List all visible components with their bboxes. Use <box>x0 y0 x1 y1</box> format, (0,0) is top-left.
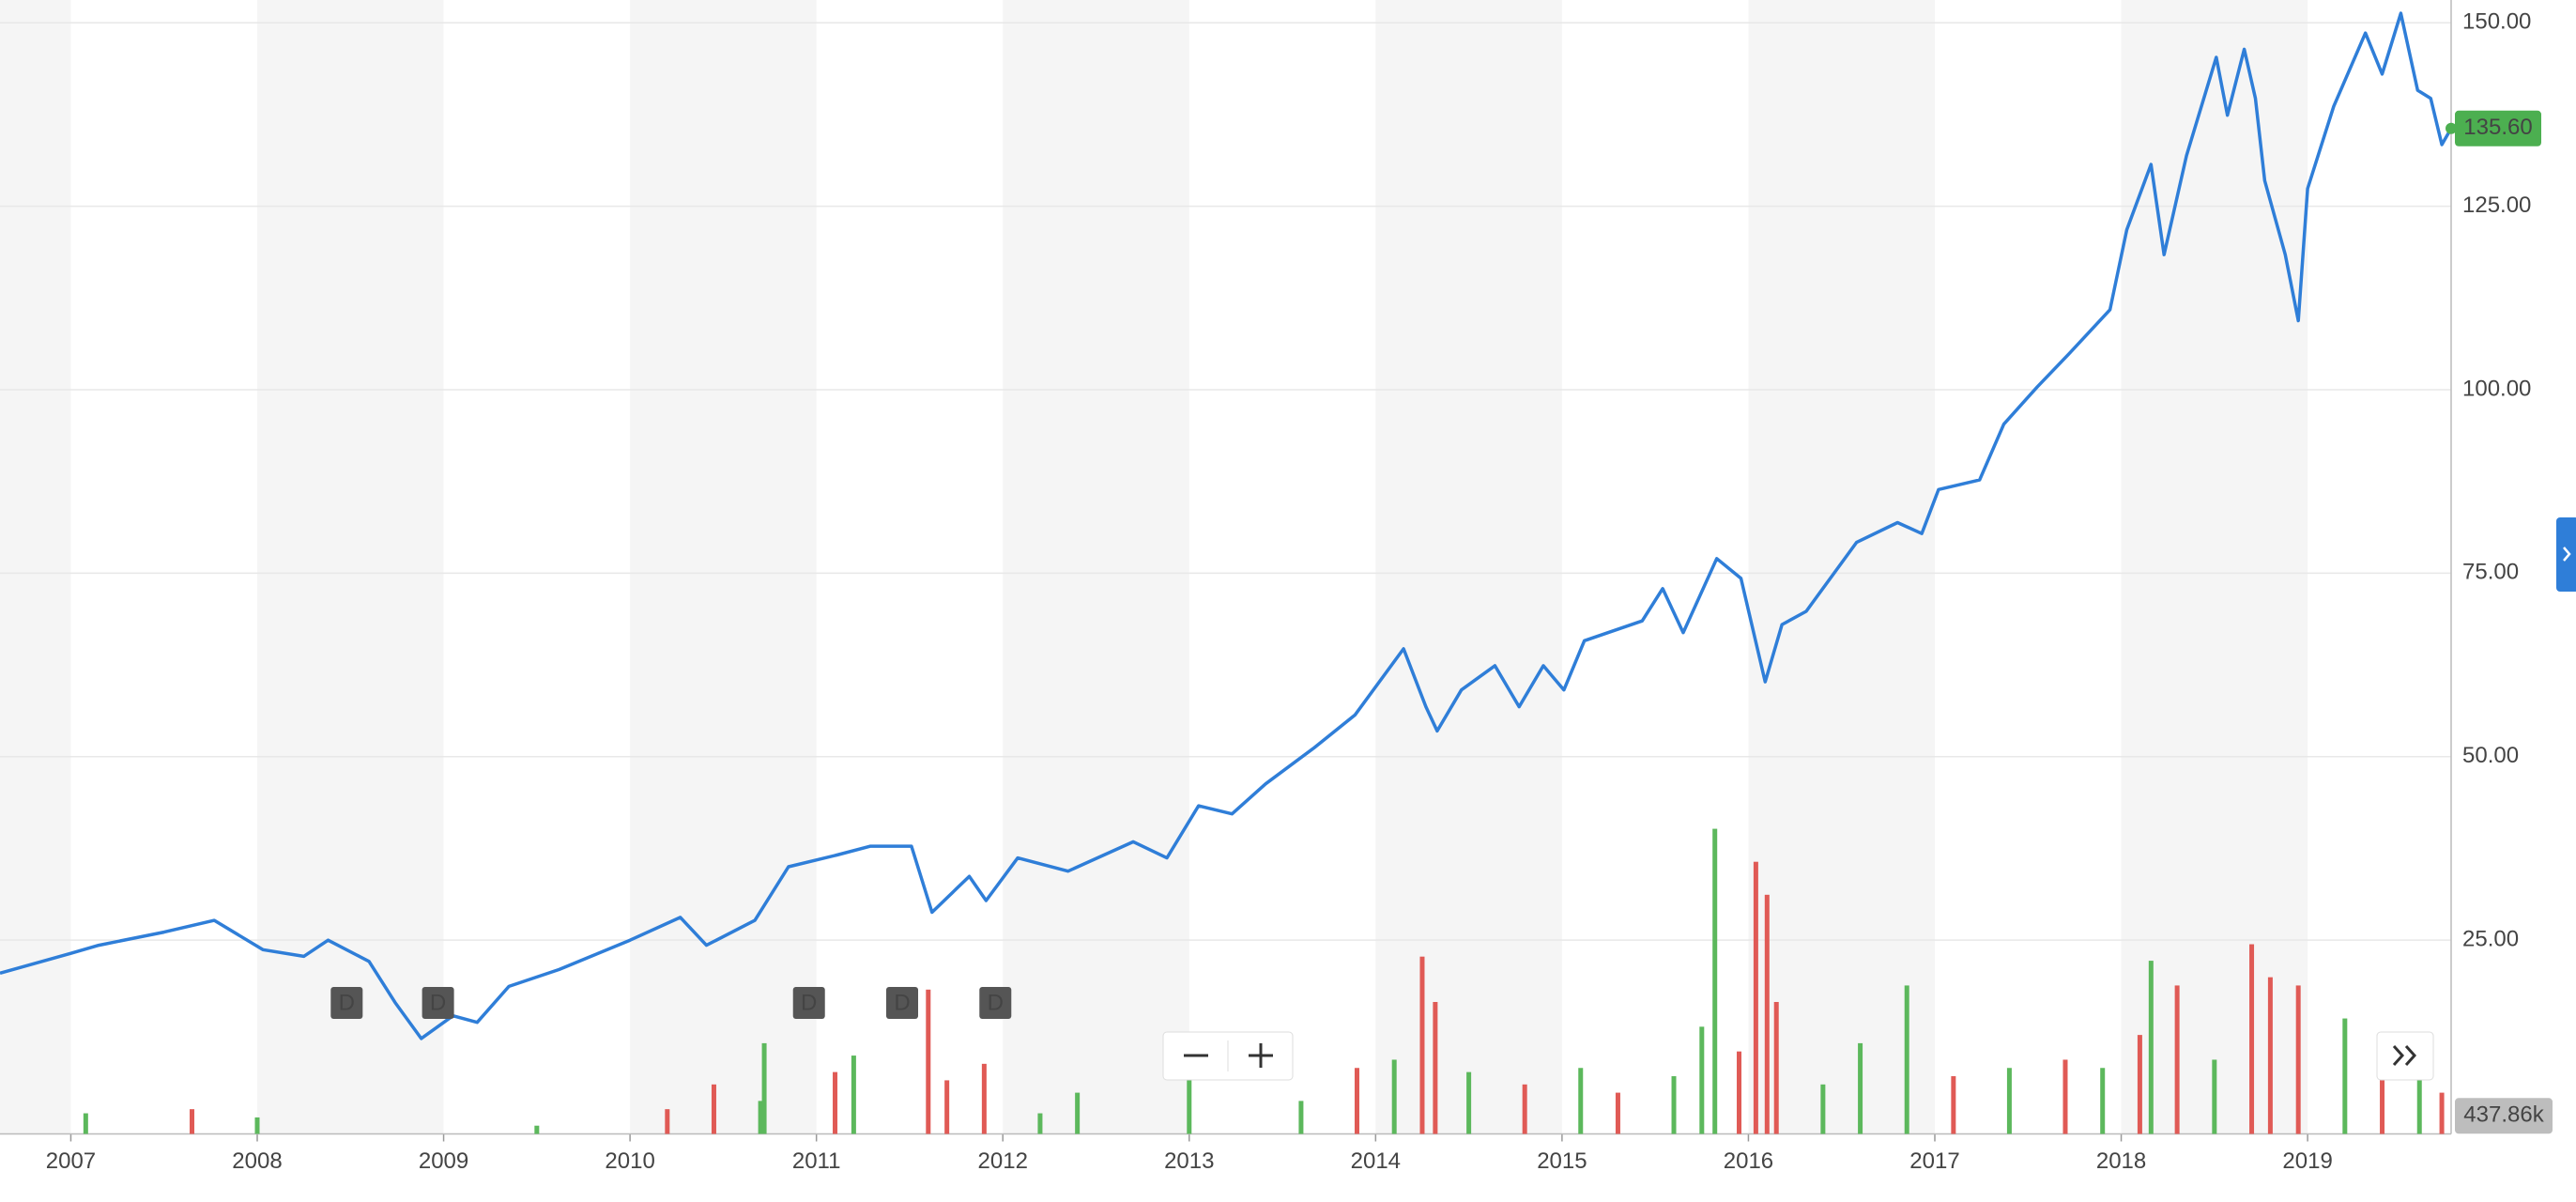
volume-bar <box>2439 1092 2445 1134</box>
volume-bar <box>1522 1084 1527 1134</box>
price-line <box>0 11 2453 1040</box>
dividend-label: D <box>430 990 446 1015</box>
dividend-label: D <box>339 990 355 1015</box>
volume-bar <box>2174 985 2180 1134</box>
volume-bar <box>851 1056 856 1134</box>
x-tick-label: 2012 <box>978 1148 1028 1174</box>
volume-bar <box>665 1109 670 1134</box>
volume-bar <box>190 1109 195 1134</box>
volume-bar <box>1737 1051 1742 1134</box>
year-band <box>1003 0 1189 1134</box>
volume-bar <box>2267 977 2273 1134</box>
volume-bar <box>1419 956 1425 1134</box>
volume-bar <box>1773 1001 1779 1134</box>
volume-bar <box>2416 1076 2422 1134</box>
volume-bar <box>1858 1042 1863 1134</box>
volume-bar <box>833 1071 838 1134</box>
scroll-end-icon <box>2392 1044 2417 1067</box>
y-tick-label: 150.00 <box>2462 9 2531 35</box>
x-tick-label: 2010 <box>605 1148 654 1174</box>
volume-bar <box>1075 1092 1081 1134</box>
dividend-label: D <box>894 990 910 1015</box>
volume-bar <box>1904 985 1909 1134</box>
volume-bar <box>2148 961 2154 1134</box>
last-price-dot <box>2446 122 2457 134</box>
dividend-label: D <box>801 990 817 1015</box>
volume-bar <box>1615 1092 1620 1134</box>
zoom-in[interactable] <box>1249 1043 1273 1068</box>
volume-bar <box>2100 1068 2106 1134</box>
year-band <box>257 0 444 1134</box>
y-tick-label: 50.00 <box>2462 743 2519 768</box>
dividend-marker <box>330 987 363 1019</box>
x-tick-label: 2014 <box>1351 1148 1401 1174</box>
volume-bar <box>758 1101 763 1134</box>
x-tick-label: 2008 <box>232 1148 282 1174</box>
dividend-marker <box>422 987 454 1019</box>
x-tick-label: 2007 <box>46 1148 96 1174</box>
volume-bar <box>1466 1071 1472 1134</box>
volume-bar <box>1578 1068 1584 1134</box>
y-tick-label: 125.00 <box>2462 193 2531 218</box>
x-tick-label: 2015 <box>1537 1148 1587 1174</box>
volume-bar <box>711 1084 716 1134</box>
volume-bar <box>2380 1068 2385 1134</box>
dividend-marker <box>792 987 825 1019</box>
year-band <box>1375 0 1562 1134</box>
side-panel-tab[interactable] <box>2556 517 2576 592</box>
volume-bar <box>1037 1113 1043 1134</box>
volume-bar <box>1391 1059 1397 1134</box>
volume-bar <box>1753 861 1758 1134</box>
year-band <box>1748 0 1936 1134</box>
volume-bar <box>1298 1101 1304 1134</box>
x-tick-label: 2017 <box>1909 1148 1959 1174</box>
volume-bar <box>534 1125 540 1134</box>
volume-bar <box>1671 1076 1677 1134</box>
side-panel-icon <box>2563 547 2571 562</box>
volume-bar <box>981 1063 987 1134</box>
volume-bar <box>1712 828 1718 1134</box>
volume-bar <box>1951 1076 1956 1134</box>
volume-bar <box>944 1080 950 1134</box>
y-tick-label: 100.00 <box>2462 376 2531 401</box>
year-band <box>630 0 817 1134</box>
dividend-label: D <box>988 990 1004 1015</box>
volume-bar <box>2295 985 2301 1134</box>
last-price-label: 135.60 <box>2463 115 2532 140</box>
x-tick-label: 2013 <box>1164 1148 1214 1174</box>
last-price-tag <box>2455 110 2541 146</box>
dividend-marker <box>886 987 919 1019</box>
x-tick-label: 2018 <box>2096 1148 2146 1174</box>
volume-bar <box>2342 1018 2348 1134</box>
scroll-end-button[interactable] <box>2376 1031 2434 1081</box>
y-tick-label: 25.00 <box>2462 927 2519 952</box>
x-tick-label: 2019 <box>2282 1148 2332 1174</box>
year-band <box>0 0 71 1134</box>
x-tick-label: 2011 <box>792 1148 841 1174</box>
volume-bar <box>2137 1035 2142 1134</box>
volume-bar <box>1433 1001 1438 1134</box>
y-tick-label: 75.00 <box>2462 560 2519 585</box>
volume-bar <box>2249 944 2255 1134</box>
volume-bar <box>1764 894 1770 1134</box>
volume-bar <box>2212 1059 2217 1134</box>
year-band <box>2121 0 2308 1134</box>
last-volume-label: 437.86k <box>2463 1102 2544 1128</box>
volume-bar <box>2062 1059 2068 1134</box>
volume-bar <box>761 1042 767 1134</box>
volume-bar <box>1699 1026 1705 1134</box>
volume-bar <box>926 989 931 1134</box>
x-tick-label: 2009 <box>419 1148 468 1174</box>
volume-bar <box>83 1113 88 1134</box>
volume-bar <box>1820 1084 1826 1134</box>
dividend-marker <box>979 987 1012 1019</box>
volume-bar <box>1187 1080 1192 1134</box>
volume-bar <box>1354 1068 1359 1134</box>
last-volume-tag <box>2455 1098 2553 1134</box>
x-tick-label: 2016 <box>1724 1148 1773 1174</box>
volume-bar <box>2006 1068 2012 1134</box>
volume-bar <box>254 1117 260 1134</box>
